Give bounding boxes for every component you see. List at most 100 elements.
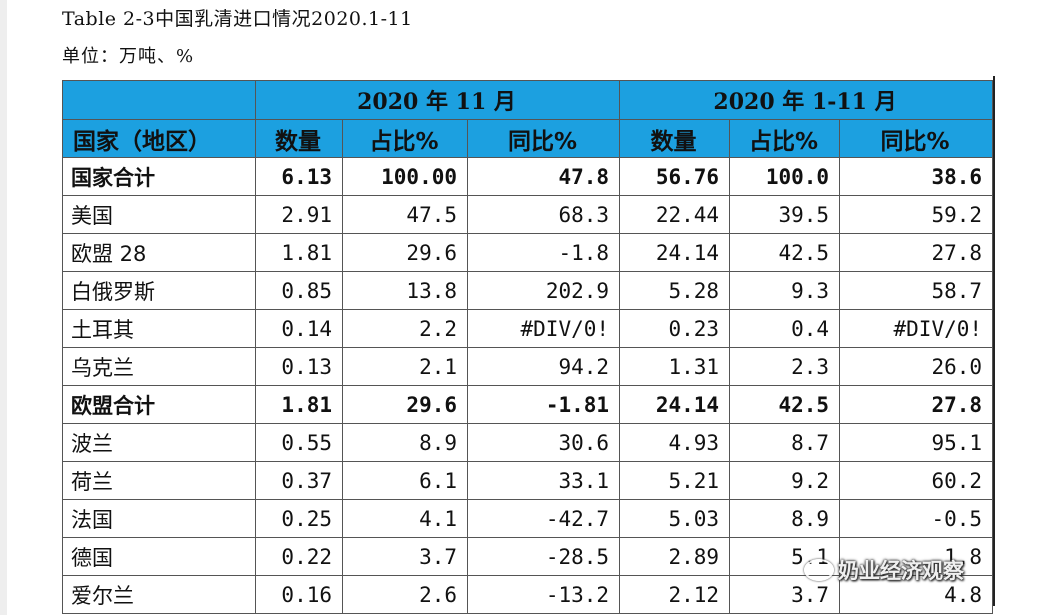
month-qty-cell: 6.13 (255, 157, 343, 196)
ytd-yoy-cell: -0.5 (839, 499, 994, 538)
group-header-month: 2020 年 11 月 (254, 80, 621, 120)
table-row: 波兰 0.55 8.9 30.6 4.93 8.7 95.1 (62, 423, 994, 462)
month-qty-cell: 1.81 (255, 233, 343, 272)
ytd-share-cell: 3.7 (729, 575, 841, 614)
group-header-row: 2020 年 11 月 2020 年 1-11 月 (62, 80, 994, 120)
month-yoy-cell: 30.6 (466, 423, 621, 462)
table-row: 德国 0.22 3.7 -28.5 2.89 5.1 1.8 (62, 537, 994, 576)
month-qty-cell: 0.14 (255, 309, 343, 348)
month-share-cell: 29.6 (342, 385, 468, 424)
month-qty-cell: 0.13 (255, 347, 343, 386)
column-header-month-qty: 数量 (255, 119, 343, 158)
ytd-yoy-cell: 60.2 (839, 461, 994, 500)
month-qty-cell: 0.22 (255, 537, 343, 576)
ytd-qty-cell: 0.23 (619, 309, 731, 348)
table-row-total: 欧盟合计 1.81 29.6 -1.81 24.14 42.5 27.8 (62, 385, 994, 424)
month-qty-cell: 0.55 (255, 423, 343, 462)
month-qty-cell: 0.37 (255, 461, 343, 500)
ytd-share-cell: 42.5 (729, 233, 841, 272)
month-share-cell: 2.6 (342, 575, 468, 614)
table-row: 欧盟 28 1.81 29.6 -1.8 24.14 42.5 27.8 (62, 233, 994, 272)
month-share-cell: 13.8 (342, 271, 468, 310)
month-qty-cell: 2.91 (255, 195, 343, 234)
region-cell: 土耳其 (62, 309, 256, 348)
ytd-qty-cell: 2.89 (619, 537, 731, 576)
unit-label: 单位：万吨、% (62, 46, 195, 67)
region-cell: 爱尔兰 (62, 575, 256, 614)
ytd-yoy-cell: 58.7 (839, 271, 994, 310)
column-header-region: 国家（地区） (62, 119, 256, 158)
month-yoy-cell: 68.3 (466, 195, 621, 234)
month-yoy-cell: -42.7 (466, 499, 621, 538)
month-yoy-cell: -13.2 (466, 575, 621, 614)
region-cell: 法国 (62, 499, 256, 538)
month-share-cell: 6.1 (342, 461, 468, 500)
month-yoy-cell: 94.2 (466, 347, 621, 386)
month-share-cell: 8.9 (342, 423, 468, 462)
month-share-cell: 3.7 (342, 537, 468, 576)
ytd-qty-cell: 24.14 (619, 233, 731, 272)
month-yoy-cell: 47.8 (466, 157, 621, 196)
month-share-cell: 100.00 (342, 157, 468, 196)
region-cell: 国家合计 (62, 157, 256, 196)
column-header-ytd-qty: 数量 (619, 119, 731, 158)
table-row: 乌克兰 0.13 2.1 94.2 1.31 2.3 26.0 (62, 347, 994, 386)
ytd-share-cell: 8.9 (729, 499, 841, 538)
table-row: 美国 2.91 47.5 68.3 22.44 39.5 59.2 (62, 195, 994, 234)
table-row-total: 国家合计 6.13 100.00 47.8 56.76 100.0 38.6 (62, 157, 994, 196)
page-edge (0, 0, 7, 615)
ytd-share-cell: 0.4 (729, 309, 841, 348)
whey-import-table: 2020 年 11 月 2020 年 1-11 月 国家（地区） 数量 占比% … (62, 80, 994, 614)
ytd-yoy-cell: 38.6 (839, 157, 994, 196)
ytd-share-cell: 2.3 (729, 347, 841, 386)
column-header-ytd-yoy: 同比% (839, 119, 994, 158)
group-header-empty (62, 80, 256, 120)
ytd-share-cell: 9.2 (729, 461, 841, 500)
ytd-qty-cell: 5.21 (619, 461, 731, 500)
ytd-yoy-cell: #DIV/0! (839, 309, 994, 348)
ytd-qty-cell: 2.12 (619, 575, 731, 614)
ytd-yoy-cell: 26.0 (839, 347, 994, 386)
ytd-qty-cell: 1.31 (619, 347, 731, 386)
ytd-qty-cell: 56.76 (619, 157, 731, 196)
ytd-yoy-cell: 27.8 (839, 233, 994, 272)
ytd-yoy-cell: 95.1 (839, 423, 994, 462)
region-cell: 德国 (62, 537, 256, 576)
month-qty-cell: 0.25 (255, 499, 343, 538)
month-yoy-cell: -1.81 (466, 385, 621, 424)
group-header-ytd: 2020 年 1-11 月 (619, 80, 994, 120)
ytd-share-cell: 39.5 (729, 195, 841, 234)
column-header-row: 国家（地区） 数量 占比% 同比% 数量 占比% 同比% (62, 119, 994, 158)
right-rule (993, 76, 995, 606)
month-share-cell: 29.6 (342, 233, 468, 272)
ytd-share-cell: 5.1 (729, 537, 841, 576)
ytd-qty-cell: 24.14 (619, 385, 731, 424)
ytd-share-cell: 100.0 (729, 157, 841, 196)
month-qty-cell: 1.81 (255, 385, 343, 424)
ytd-yoy-cell: 27.8 (839, 385, 994, 424)
month-share-cell: 47.5 (342, 195, 468, 234)
ytd-share-cell: 42.5 (729, 385, 841, 424)
month-yoy-cell: 33.1 (466, 461, 621, 500)
ytd-qty-cell: 5.03 (619, 499, 731, 538)
region-cell: 欧盟 28 (62, 233, 256, 272)
table-body: 国家合计 6.13 100.00 47.8 56.76 100.0 38.6 美国 2.91 47… (62, 157, 994, 614)
column-header-month-share: 占比% (342, 119, 468, 158)
region-cell: 欧盟合计 (62, 385, 256, 424)
month-yoy-cell: -1.8 (466, 233, 621, 272)
month-qty-cell: 0.85 (255, 271, 343, 310)
table-row: 法国 0.25 4.1 -42.7 5.03 8.9 -0.5 (62, 499, 994, 538)
month-yoy-cell: 202.9 (466, 271, 621, 310)
region-cell: 美国 (62, 195, 256, 234)
month-yoy-cell: -28.5 (466, 537, 621, 576)
region-cell: 荷兰 (62, 461, 256, 500)
column-header-month-yoy: 同比% (466, 119, 621, 158)
ytd-qty-cell: 5.28 (619, 271, 731, 310)
month-share-cell: 2.2 (342, 309, 468, 348)
column-header-ytd-share: 占比% (729, 119, 841, 158)
ytd-yoy-cell: 59.2 (839, 195, 994, 234)
ytd-share-cell: 9.3 (729, 271, 841, 310)
region-cell: 乌克兰 (62, 347, 256, 386)
ytd-share-cell: 8.7 (729, 423, 841, 462)
month-yoy-cell: #DIV/0! (466, 309, 621, 348)
